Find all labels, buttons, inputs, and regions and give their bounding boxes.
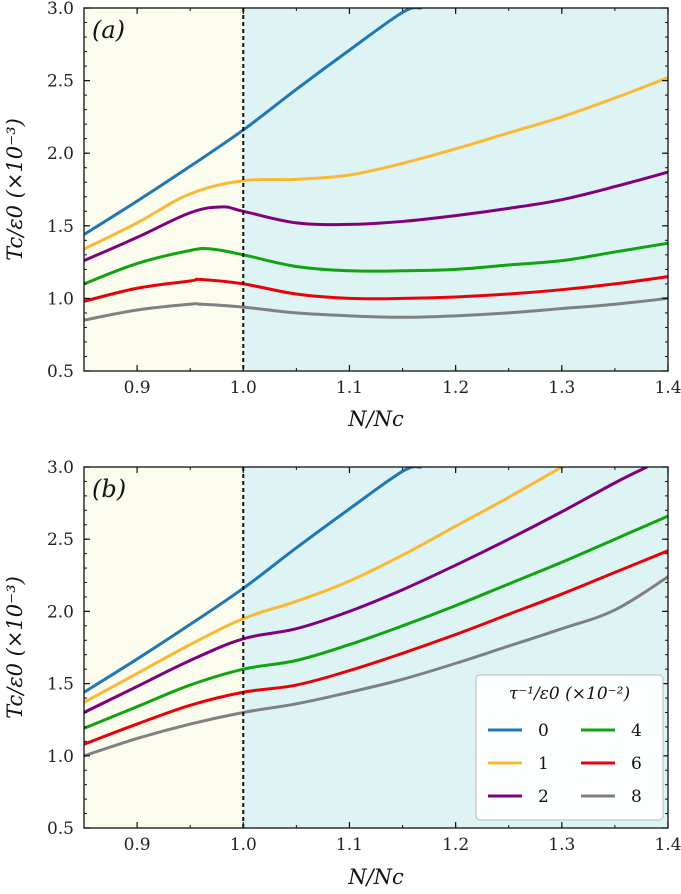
series-line-6 — [84, 275, 668, 303]
x-axis-label: N/Nc — [347, 407, 404, 431]
series-line-8 — [84, 296, 668, 322]
region-above-critical — [243, 8, 669, 371]
series-group — [84, 8, 668, 322]
series-line-2 — [84, 467, 649, 714]
series-group — [84, 467, 668, 758]
y-tick-label: 3.0 — [47, 0, 74, 19]
x-tick-label: 1.0 — [230, 378, 257, 398]
x-axis-label: N/Nc — [347, 865, 404, 889]
region-below-critical — [84, 8, 244, 371]
series-line-1 — [84, 76, 668, 251]
legend-label-2: 2 — [538, 787, 549, 807]
panel-b: 0.9 1.0 1.1 1.2 1.3 1.4 0.5 1.0 1.5 2.0 2.5 3.0 N/Nc… — [3, 458, 681, 889]
series-line-0 — [84, 467, 423, 694]
y-tick-label: 1.5 — [47, 675, 74, 695]
x-tick-label: 1.3 — [548, 378, 575, 398]
x-tick-label: 1.2 — [442, 378, 469, 398]
y-tick-label: 2.5 — [47, 530, 74, 550]
y-axis-label: Tc/ε0 (×10⁻³) — [3, 576, 27, 719]
y-tick-label: 2.0 — [47, 144, 74, 164]
x-tick-label: 1.0 — [230, 835, 257, 855]
series-line-4 — [84, 514, 668, 730]
series-line-1 — [84, 467, 564, 704]
legend-label-6: 6 — [631, 754, 642, 774]
y-tick-label: 2.5 — [47, 72, 74, 92]
x-tick-label: 0.9 — [124, 835, 151, 855]
legend-label-8: 8 — [631, 787, 642, 807]
x-tick-label: 1.4 — [654, 378, 681, 398]
series-line-8 — [84, 575, 668, 758]
legend-title: τ⁻¹/ε0 (×10⁻²) — [509, 684, 630, 704]
x-tick-label: 0.9 — [124, 378, 151, 398]
legend-label-1: 1 — [538, 754, 549, 774]
x-tick-label: 1.1 — [336, 378, 363, 398]
series-line-4 — [84, 241, 668, 286]
series-line-2 — [84, 170, 668, 263]
legend-label-0: 0 — [538, 721, 549, 741]
legend-box — [475, 674, 664, 821]
panel-label: (b) — [92, 475, 126, 503]
y-tick-label: 1.0 — [47, 747, 74, 767]
axes-frame — [83, 466, 669, 829]
y-axis-label: Tc/ε0 (×10⁻³) — [3, 118, 27, 261]
y-tick-label: 0.5 — [47, 819, 74, 839]
axes-frame — [83, 7, 669, 372]
y-tick-label: 3.0 — [47, 458, 74, 478]
y-tick-label: 2.0 — [47, 602, 74, 622]
x-tick-label: 1.3 — [548, 835, 575, 855]
y-tick-label: 1.5 — [47, 217, 74, 237]
legend-label-4: 4 — [631, 721, 642, 741]
x-tick-label: 1.4 — [654, 835, 681, 855]
y-tick-label: 1.0 — [47, 289, 74, 309]
panel-a: 0.9 1.0 1.1 1.2 1.3 1.4 0.5 1.0 1.5 2.0 2.5 3.0 N/Nc… — [3, 0, 681, 431]
x-tick-label: 1.2 — [442, 835, 469, 855]
series-line-6 — [84, 549, 668, 746]
y-tick-label: 0.5 — [47, 362, 74, 382]
x-tick-label: 1.1 — [336, 835, 363, 855]
panel-label: (a) — [92, 16, 125, 44]
series-line-0 — [84, 8, 423, 237]
